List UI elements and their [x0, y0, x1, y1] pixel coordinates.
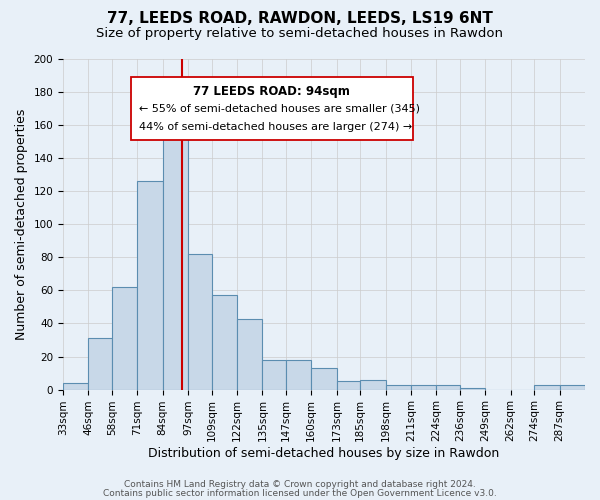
Bar [63, 383, 88, 390]
X-axis label: Distribution of semi-detached houses by size in Rawdon: Distribution of semi-detached houses by … [148, 447, 500, 460]
Bar [386, 384, 411, 390]
Text: 44% of semi-detached houses are larger (274) →: 44% of semi-detached houses are larger (… [139, 122, 412, 132]
Bar [411, 384, 436, 390]
Bar [112, 287, 137, 390]
Bar [212, 296, 237, 390]
Bar [560, 384, 585, 390]
Bar [460, 388, 485, 390]
Bar [534, 384, 560, 390]
Text: ← 55% of semi-detached houses are smaller (345): ← 55% of semi-detached houses are smalle… [139, 104, 420, 114]
Text: Size of property relative to semi-detached houses in Rawdon: Size of property relative to semi-detach… [97, 28, 503, 40]
Bar [360, 380, 386, 390]
Bar [137, 182, 163, 390]
Bar [286, 360, 311, 390]
Text: 77, LEEDS ROAD, RAWDON, LEEDS, LS19 6NT: 77, LEEDS ROAD, RAWDON, LEEDS, LS19 6NT [107, 11, 493, 26]
Y-axis label: Number of semi-detached properties: Number of semi-detached properties [15, 108, 28, 340]
Bar [436, 384, 460, 390]
Text: 77 LEEDS ROAD: 94sqm: 77 LEEDS ROAD: 94sqm [193, 86, 350, 98]
FancyBboxPatch shape [131, 77, 413, 140]
Text: Contains HM Land Registry data © Crown copyright and database right 2024.: Contains HM Land Registry data © Crown c… [124, 480, 476, 489]
Bar [337, 382, 360, 390]
Text: Contains public sector information licensed under the Open Government Licence v3: Contains public sector information licen… [103, 489, 497, 498]
Bar [188, 254, 212, 390]
Bar [311, 368, 337, 390]
Bar [88, 338, 112, 390]
Bar [163, 128, 188, 390]
Bar [237, 318, 262, 390]
Bar [262, 360, 286, 390]
